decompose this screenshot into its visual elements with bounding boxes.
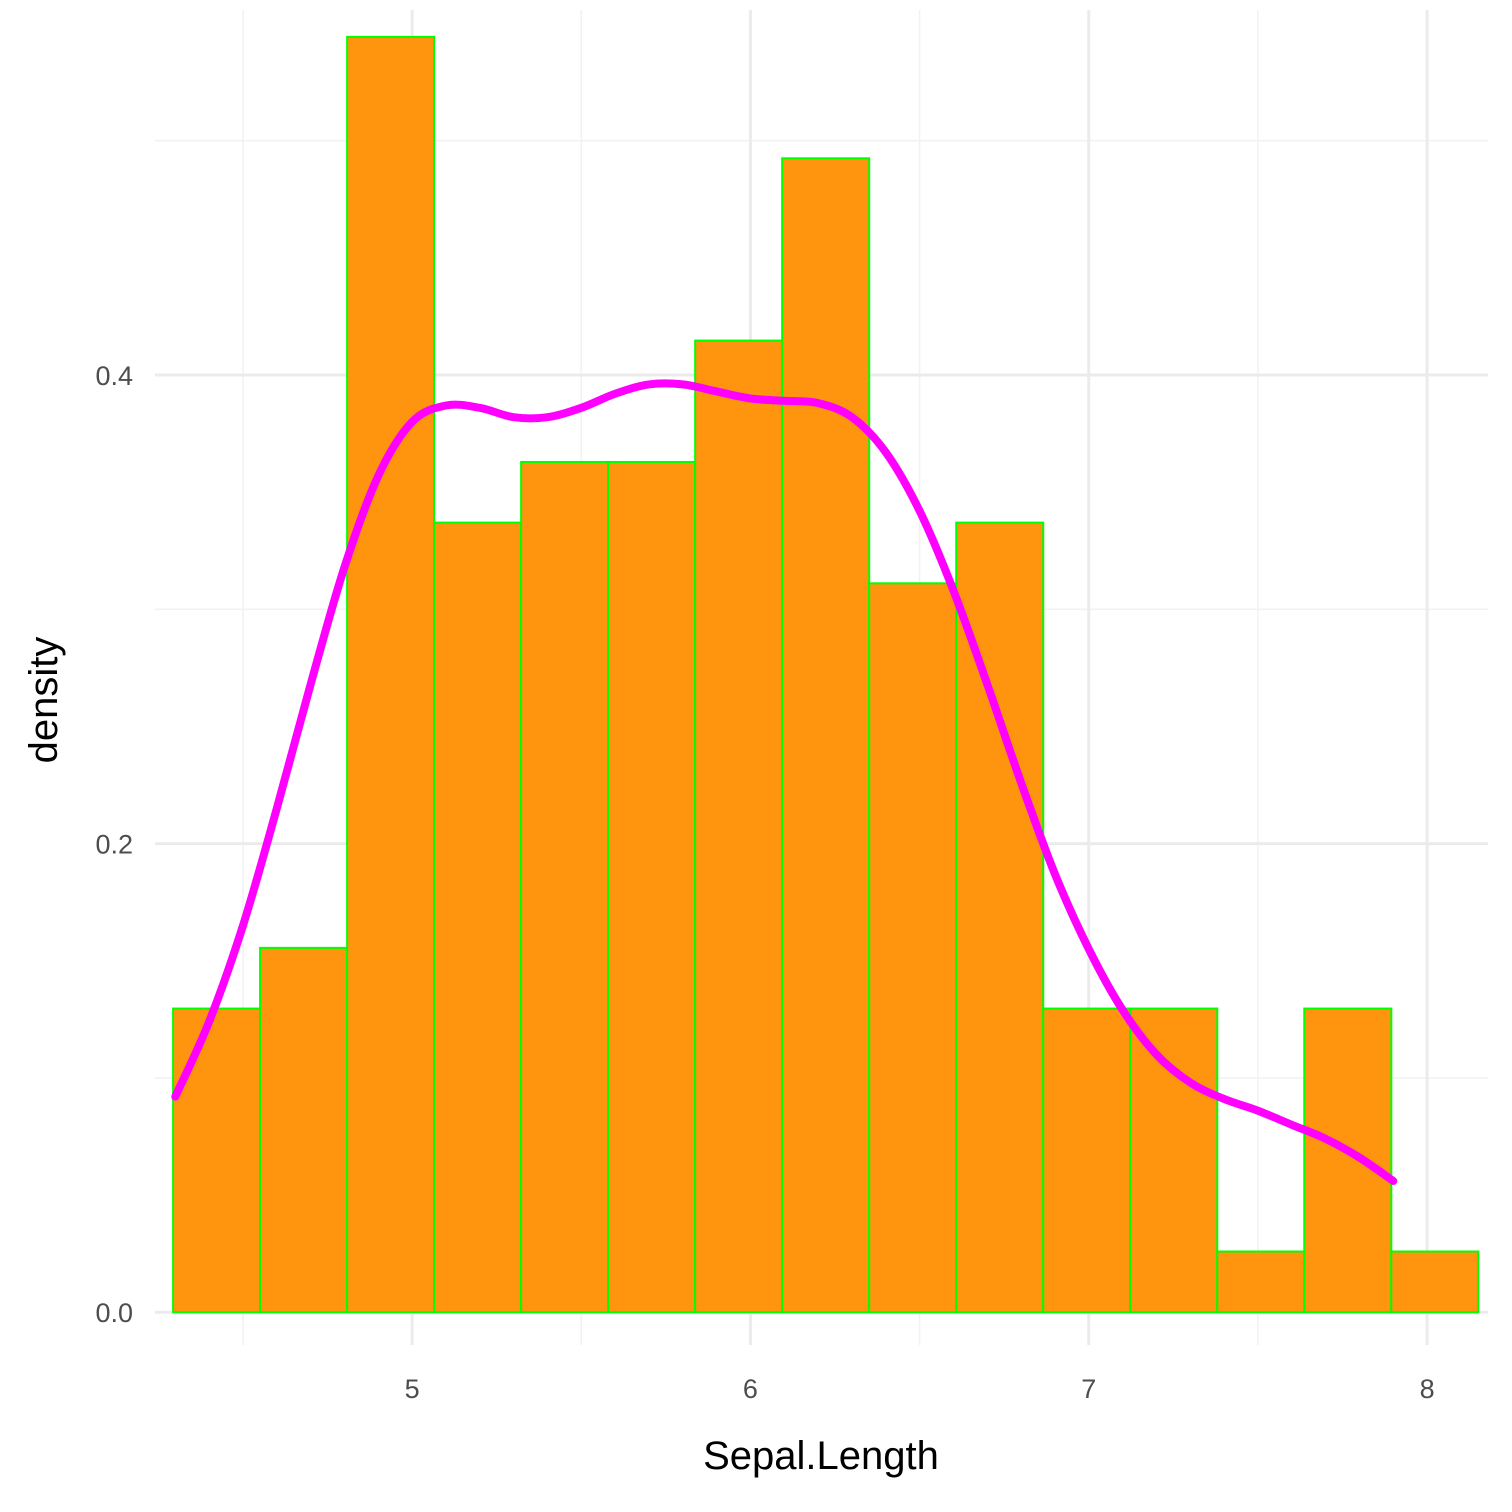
density-curve — [171, 379, 1398, 1185]
y-tick-label: 0.0 — [95, 1298, 133, 1328]
histogram-bar — [1129, 1007, 1219, 1314]
histogram-bar — [172, 1007, 262, 1314]
x-tick-label: 6 — [743, 1374, 758, 1404]
histogram-bar — [781, 157, 871, 1314]
x-axis-ticks: 5 6 7 8 — [405, 1374, 1435, 1404]
y-tick-label: 0.4 — [95, 361, 133, 391]
x-axis-title: Sepal.Length — [703, 1434, 939, 1478]
histogram-bar — [520, 460, 610, 1314]
histogram-bar — [1042, 1007, 1132, 1314]
histogram-bar — [1216, 1250, 1306, 1314]
histogram-bar — [433, 521, 523, 1314]
x-tick-label: 7 — [1081, 1374, 1096, 1404]
x-tick-label: 8 — [1420, 1374, 1435, 1404]
y-axis-title: density — [22, 637, 66, 764]
histogram-bars — [172, 35, 1480, 1314]
histogram-bar — [955, 521, 1045, 1314]
histogram-bar — [607, 460, 697, 1314]
y-tick-label: 0.2 — [95, 830, 133, 860]
y-axis-ticks: 0.0 0.2 0.4 — [95, 361, 133, 1328]
histogram-bar — [1303, 1007, 1393, 1314]
histogram-bar — [259, 946, 349, 1314]
histogram-bar — [1390, 1250, 1480, 1314]
histogram-bar — [868, 582, 958, 1314]
x-tick-label: 5 — [405, 1374, 420, 1404]
histogram-bar — [346, 35, 436, 1314]
histogram-bar — [694, 339, 784, 1314]
